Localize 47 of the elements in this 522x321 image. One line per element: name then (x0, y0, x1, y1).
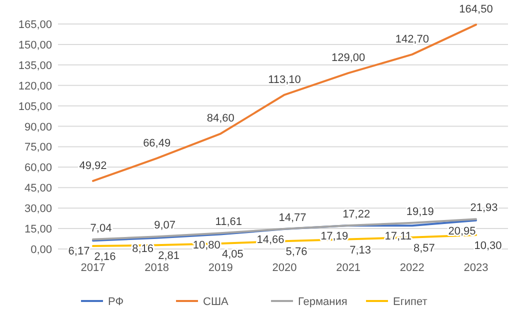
y-tick-label: 165,00 (18, 19, 52, 31)
data-label: 19,19 (406, 206, 434, 218)
y-tick-label: 90,00 (24, 121, 52, 134)
data-label: 129,00 (332, 52, 366, 64)
x-tick-label: 2019 (208, 262, 233, 274)
data-label: 49,92 (79, 160, 107, 172)
data-label: 17,22 (342, 208, 370, 221)
data-label: 2,81 (158, 250, 180, 262)
data-label: 8,57 (413, 242, 435, 254)
x-tick-label: 2023 (464, 262, 488, 274)
y-tick-label: 60,00 (24, 162, 52, 174)
x-tick-label: 2022 (400, 262, 424, 274)
data-label: 113,10 (268, 74, 301, 86)
y-tick-label: 30,00 (24, 203, 52, 216)
data-label: 142,70 (395, 33, 429, 46)
data-label: 10,30 (474, 240, 502, 252)
data-label: 7,04 (90, 222, 112, 234)
data-label: 8,16 (132, 242, 154, 255)
legend-label: Германия (298, 296, 348, 308)
y-tick-label: 75,00 (24, 142, 52, 154)
y-tick-label: 105,00 (18, 100, 52, 113)
y-tick-label: 120,00 (18, 80, 52, 92)
data-label: 66,49 (143, 137, 171, 150)
y-tick-label: 0,00 (30, 244, 52, 256)
data-label: 2,16 (94, 251, 116, 264)
legend-label: Египет (393, 296, 428, 308)
data-label: 4,05 (222, 248, 244, 260)
y-tick-label: 15,00 (24, 224, 52, 236)
legend-label: США (203, 296, 230, 308)
data-label: 14,77 (278, 212, 306, 224)
x-tick-label: 2017 (80, 262, 106, 274)
data-label: 11,61 (215, 216, 242, 228)
x-tick-label: 2018 (144, 262, 170, 274)
y-tick-label: 135,00 (18, 60, 52, 72)
y-tick-label: 45,00 (24, 182, 52, 195)
y-tick-label: 150,00 (18, 39, 52, 52)
legend-label: РФ (108, 296, 124, 308)
data-label: 21,93 (470, 202, 498, 214)
data-label: 7,13 (350, 244, 372, 256)
data-label: 6,17 (68, 246, 90, 258)
x-tick-label: 2021 (336, 262, 361, 274)
data-label: 20,95 (448, 225, 476, 238)
data-label: 84,60 (206, 112, 234, 125)
x-tick-label: 2020 (272, 262, 297, 274)
data-label: 9,07 (154, 220, 176, 232)
data-label: 164,50 (459, 4, 493, 16)
data-label: 5,76 (286, 246, 308, 258)
